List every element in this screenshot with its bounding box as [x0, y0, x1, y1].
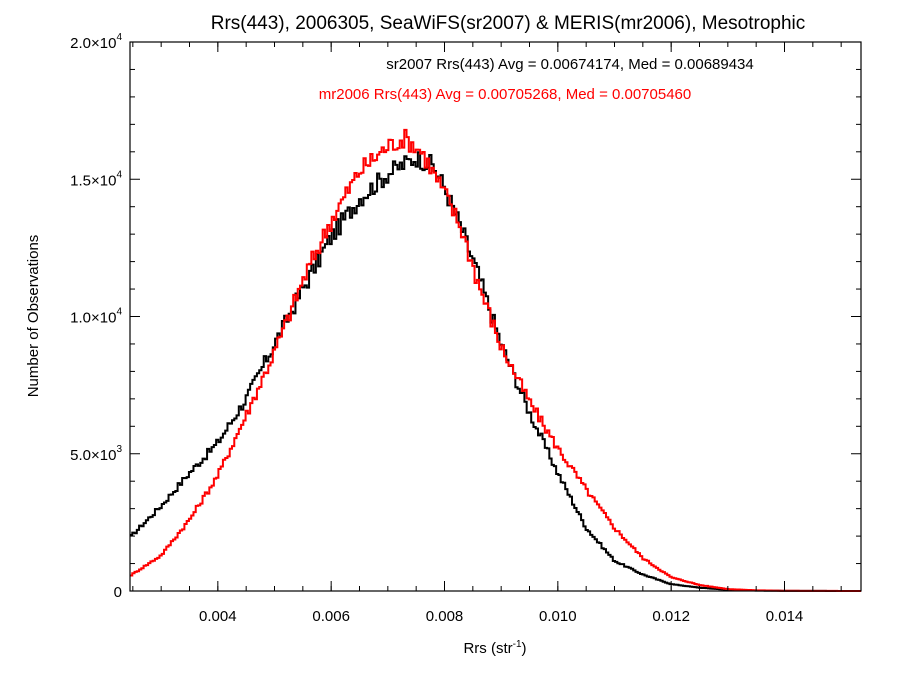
- y-tick-label: 2.0×104: [70, 32, 122, 52]
- x-axis-label-sup: -1: [513, 639, 522, 650]
- ticks-layer: 0.004 0.006 0.008 0.010 0.012 0.014 0 5.0×103 1.…: [70, 32, 861, 625]
- x-axis-label-main: Rrs (str: [463, 640, 512, 657]
- annotation-sr2007: sr2007 Rrs(443) Avg = 0.00674174, Med = …: [386, 56, 754, 73]
- x-axis-label-close: ): [522, 640, 527, 657]
- series-layer: [130, 128, 861, 592]
- x-axis-label: Rrs (str-1): [463, 639, 526, 657]
- y-tick-label: 1.0×104: [70, 307, 122, 327]
- plot-frame: [129, 41, 862, 592]
- x-tick-label: 0.008: [426, 608, 464, 625]
- chart-title: Rrs(443), 2006305, SeaWiFS(sr2007) & MER…: [211, 13, 806, 34]
- x-tick-label: 0.014: [766, 608, 804, 625]
- x-tick-label: 0.004: [199, 608, 237, 625]
- y-tick-label: 0: [114, 584, 122, 601]
- x-tick-label: 0.006: [312, 608, 350, 625]
- series-mr2006: [130, 128, 861, 592]
- y-tick-label: 1.5×104: [70, 169, 122, 189]
- y-tick-label: 5.0×103: [70, 444, 122, 464]
- x-tick-label: 0.010: [539, 608, 577, 625]
- y-axis-label: Number of Observations: [25, 235, 42, 398]
- annotation-mr2006: mr2006 Rrs(443) Avg = 0.00705268, Med = …: [319, 86, 692, 103]
- x-tick-label: 0.012: [652, 608, 690, 625]
- series-sr2007: [130, 151, 861, 592]
